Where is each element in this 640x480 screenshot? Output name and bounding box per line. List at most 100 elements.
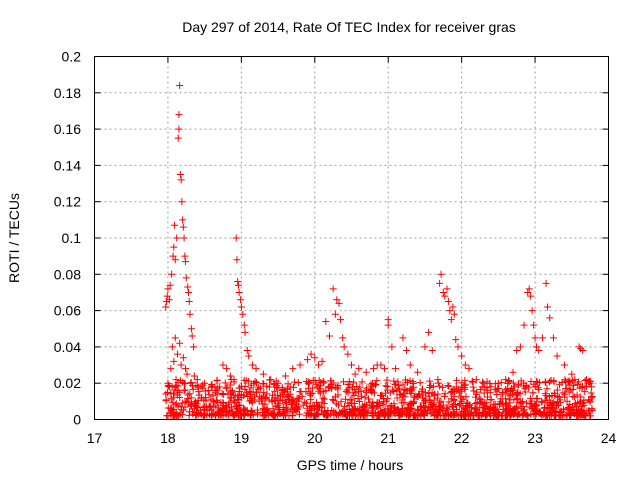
data-point [263,405,271,413]
data-point [286,383,294,391]
data-point [235,288,243,296]
data-point [422,395,430,403]
data-point [232,234,240,242]
data-point [232,408,240,416]
data-point [403,411,411,419]
x-tick-label: 21 [380,430,396,446]
x-tick-label: 17 [87,430,103,446]
data-point [241,386,249,394]
data-point [471,404,479,412]
data-point [586,397,594,405]
data-point [581,376,589,384]
data-point [165,383,173,391]
data-point [489,407,497,415]
data-point [410,394,418,402]
data-point [235,384,243,392]
data-point [562,385,570,393]
data-point [459,395,467,403]
data-point [516,343,524,351]
data-point [193,400,201,408]
data-point [271,387,279,395]
data-point [443,285,451,293]
data-point [185,411,193,419]
data-point [362,386,370,394]
data-point [187,378,195,386]
data-point [183,370,191,378]
data-point [522,399,530,407]
data-point [235,412,243,420]
data-point [267,376,275,384]
data-point [550,406,558,414]
data-point [184,395,192,403]
data-point [387,408,395,416]
data-point [419,394,427,402]
data-point [248,361,256,369]
data-point [190,405,198,413]
data-point [276,392,284,400]
data-point [302,399,310,407]
data-point [465,365,473,373]
data-point [176,339,184,347]
data-point [483,378,491,386]
data-point [417,412,425,420]
x-tick-label: 18 [160,430,176,446]
data-point [268,409,276,417]
data-point [546,314,554,322]
data-point [437,270,445,278]
data-point [246,411,254,419]
data-point [302,388,310,396]
data-point [446,307,454,315]
data-point [188,332,196,340]
data-point [354,405,362,413]
data-point [588,393,596,401]
data-point [242,376,250,384]
data-point [390,388,398,396]
data-point [209,392,217,400]
data-point [380,395,388,403]
data-point [213,377,221,385]
data-point [237,296,245,304]
data-point [332,400,340,408]
data-point [329,285,337,293]
y-tick-label: 0.2 [62,49,82,65]
data-point [482,411,490,419]
data-point [185,398,193,406]
data-point [320,400,328,408]
data-point [528,397,536,405]
data-point [326,384,334,392]
data-point [529,389,537,397]
data-point [187,379,195,387]
data-point [497,395,505,403]
data-point [405,405,413,413]
data-point [170,393,178,401]
x-tick-label: 23 [527,430,543,446]
data-point [215,411,223,419]
data-point [245,352,253,360]
y-tick-label: 0.06 [54,303,81,319]
data-point [395,386,403,394]
data-point [535,386,543,394]
data-point [246,391,254,399]
data-point [280,387,288,395]
data-point [469,383,477,391]
data-point [175,111,183,119]
data-point [173,234,181,242]
data-point [461,376,469,384]
data-point [560,361,568,369]
data-point [295,394,303,402]
data-point [468,377,476,385]
data-point [420,411,428,419]
data-point [307,350,315,358]
data-point [424,389,432,397]
data-point [181,403,189,411]
data-point [531,334,539,342]
data-point [239,310,247,318]
data-point [521,388,529,396]
data-point [361,393,369,401]
data-point [204,386,212,394]
data-point [260,388,268,396]
plot-frame [94,56,609,420]
data-point [379,401,387,409]
data-point [296,410,304,418]
data-point [563,397,571,405]
